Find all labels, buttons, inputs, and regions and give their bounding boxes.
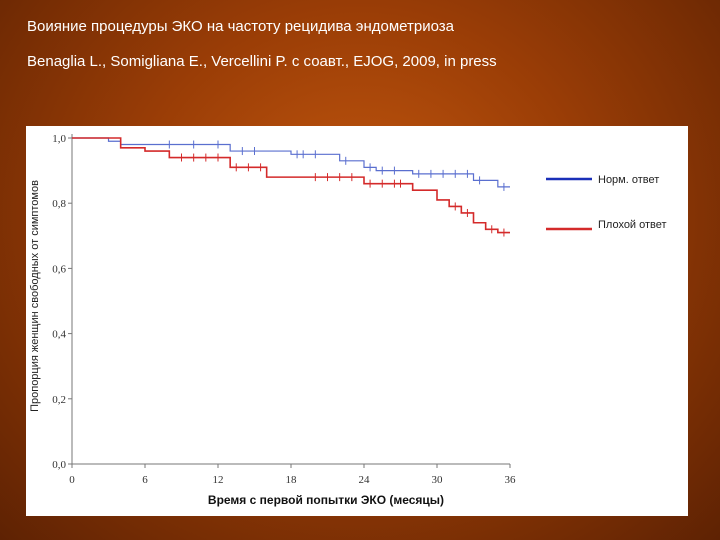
y-tick-label: 0,2 bbox=[52, 394, 66, 406]
slide-subtitle: Benaglia L., Somigliana E., Vercellini P… bbox=[27, 53, 497, 70]
x-tick-label: 36 bbox=[505, 474, 517, 486]
x-tick-label: 6 bbox=[142, 474, 148, 486]
survival-chart: 0,0 0,2 0,4 0,6 0,8 1,0 0 6 12 18 24 30 36 Норм. отв… bbox=[29, 133, 667, 507]
legend: Норм. ответ Плохой ответ bbox=[546, 174, 667, 231]
y-tick-label: 0,4 bbox=[52, 329, 66, 341]
x-tick-label: 0 bbox=[69, 474, 75, 486]
legend-label-2: Плохой ответ bbox=[598, 219, 667, 231]
series-layer bbox=[72, 137, 510, 237]
x-tick-label: 12 bbox=[213, 474, 224, 486]
x-tick-label: 24 bbox=[359, 474, 371, 486]
series-line-1 bbox=[72, 137, 510, 188]
y-tick-label: 1,0 bbox=[52, 133, 66, 145]
series-line-2 bbox=[72, 137, 510, 234]
y-tick-label: 0,8 bbox=[52, 198, 66, 210]
y-axis-label: Пропорция женщин свободных от симптомов bbox=[29, 180, 41, 412]
y-tick-label: 0,0 bbox=[52, 459, 66, 471]
legend-label-1: Норм. ответ bbox=[598, 174, 659, 186]
slide-title: Воияние процедуры ЭКО на частоту рецидив… bbox=[27, 18, 454, 35]
x-tick-label: 18 bbox=[286, 474, 298, 486]
x-tick-label: 30 bbox=[432, 474, 444, 486]
chart-panel: 0,0 0,2 0,4 0,6 0,8 1,0 0 6 12 18 24 30 36 Норм. отв… bbox=[26, 126, 688, 516]
axes: 0,0 0,2 0,4 0,6 0,8 1,0 0 6 12 18 24 30 36 bbox=[52, 133, 516, 486]
x-axis-label: Время с первой попытки ЭКО (месяцы) bbox=[208, 493, 444, 507]
y-tick-label: 0,6 bbox=[52, 263, 66, 275]
